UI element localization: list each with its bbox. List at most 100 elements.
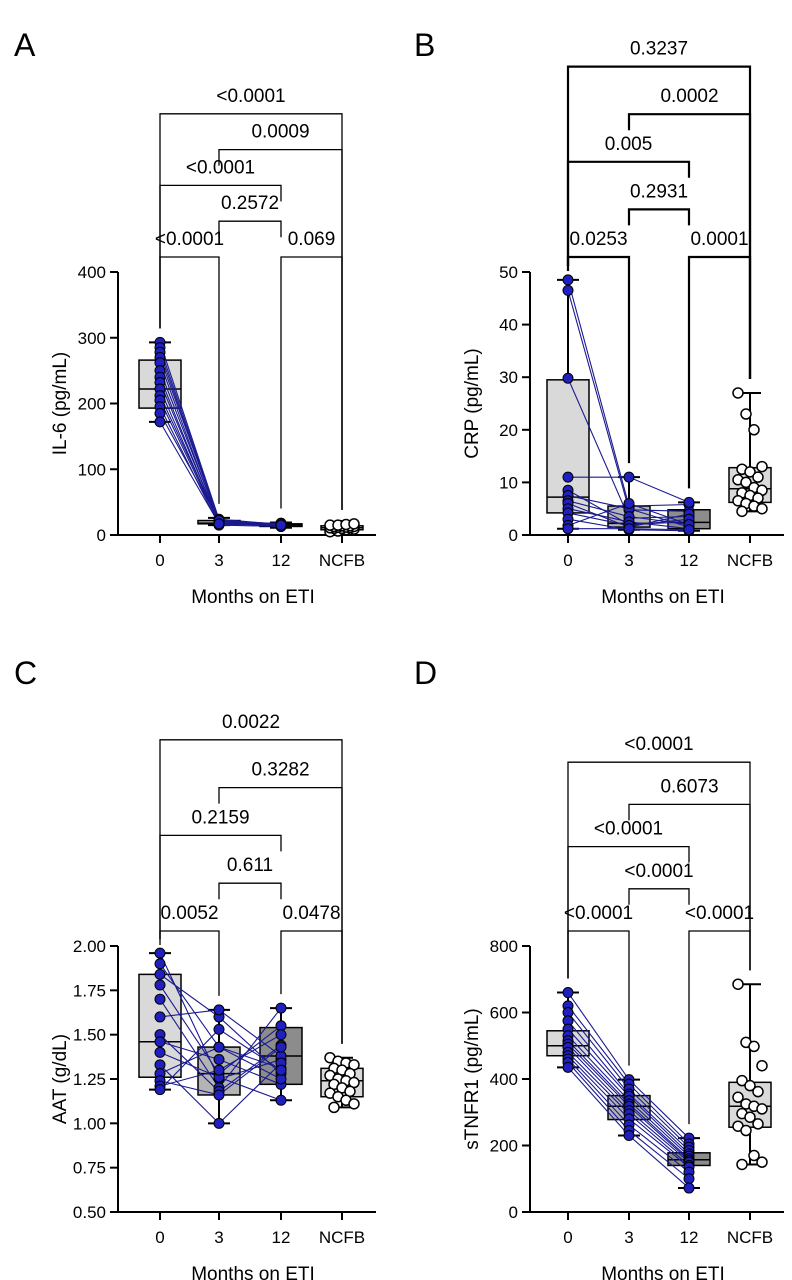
bracket-line (566, 65, 752, 379)
subject-points (154, 336, 287, 532)
y-tick-label: 0 (97, 526, 106, 545)
subject-line (159, 395, 282, 527)
y-tick-label: 100 (78, 460, 106, 479)
subject-point (623, 1130, 635, 1142)
subject-point (154, 958, 166, 970)
subject-point (213, 1041, 225, 1053)
x-axis-title: Months on ETI (191, 587, 315, 608)
panel-label: A (14, 27, 36, 63)
comparison-bracket: 0.2572 (218, 193, 282, 238)
y-tick-label: 200 (490, 1137, 518, 1156)
ncfb-point (756, 1156, 768, 1168)
ncfb-point (348, 518, 360, 530)
comparison-bracket: 0.0478 (280, 903, 343, 1044)
x-tick-label: 3 (214, 551, 223, 570)
subject-point (213, 1064, 225, 1076)
x-tick-label: NCFB (319, 1228, 365, 1247)
subject-point (154, 1011, 166, 1023)
bracket-line (628, 888, 690, 905)
comparison-bracket: <0.0001 (567, 734, 751, 979)
subject-point (275, 519, 287, 531)
bracket-line (280, 256, 343, 510)
y-tick-label: 400 (490, 1070, 518, 1089)
x-tick-label: NCFB (727, 1228, 773, 1247)
bracket-line (687, 255, 752, 489)
ncfb-point (752, 1118, 764, 1130)
ncfb-point (748, 1149, 760, 1162)
panel-label: B (414, 27, 435, 63)
comparison-bracket: 0.3282 (218, 760, 343, 1044)
ncfb-point (756, 460, 768, 473)
subject-point (213, 1117, 225, 1129)
subject-point (154, 1036, 166, 1048)
p-value-label: 0.0052 (160, 903, 218, 924)
y-tick-label: 0.75 (73, 1159, 106, 1178)
comparison-bracket: 0.069 (280, 229, 343, 510)
ncfb-point (744, 1111, 756, 1123)
ncfb-point (732, 387, 744, 399)
x-tick-label: 3 (624, 551, 633, 570)
subject-point (213, 1004, 225, 1016)
subject-point (154, 1084, 166, 1096)
p-value-label: 0.0478 (282, 903, 340, 924)
subject-line (159, 399, 282, 526)
ncfb-point (736, 1074, 748, 1087)
y-tick-label: 1.00 (73, 1114, 106, 1133)
x-tick-label: NCFB (727, 551, 773, 570)
ncfb-point (736, 505, 748, 518)
subject-point (623, 471, 635, 483)
p-value-label: 0.0009 (251, 122, 309, 143)
ncfb-point (756, 1059, 768, 1072)
subject-line (159, 388, 282, 526)
y-tick-label: 600 (490, 1004, 518, 1023)
p-value-label: 0.6073 (660, 776, 718, 797)
subject-point (562, 987, 574, 999)
ncfb-point (744, 1079, 756, 1092)
subject-point (562, 1061, 574, 1073)
subject-point (562, 523, 574, 535)
subject-point (275, 1064, 287, 1076)
ncfb-point (328, 1101, 340, 1114)
p-value-label: 0.069 (288, 229, 336, 250)
ncfb-point (752, 471, 764, 483)
p-value-label: <0.0001 (564, 903, 633, 924)
p-value-label: 0.3237 (630, 39, 688, 60)
subject-points (562, 987, 695, 1194)
ncfb-point (740, 1124, 752, 1137)
p-value-label: 0.0002 (660, 86, 718, 107)
x-tick-label: 0 (155, 551, 164, 570)
panel-C: C 0.50 0.75 1.00 1.25 1.50 1.75 2.00 0 3 12 NCFB Mon… (14, 655, 376, 1280)
comparison-bracket: <0.0001 (624, 861, 694, 905)
bracket-line (218, 882, 282, 900)
comparison-bracket: 0.0022 (159, 712, 343, 1044)
y-tick-label: 1.50 (73, 1026, 106, 1045)
y-tick-label: 1.25 (73, 1070, 106, 1089)
ncfb-point (756, 502, 768, 515)
p-value-label: <0.0001 (186, 157, 255, 178)
panel-D: D 0 200 400 600 800 0 3 12 NCFB Months on ETI sTNFR… (414, 655, 784, 1280)
x-axis-title: Months on ETI (601, 587, 725, 608)
ncfb-point (740, 408, 752, 420)
subject-point (275, 1029, 287, 1041)
p-value-label: 0.2572 (221, 193, 279, 214)
y-tick-label: 300 (78, 329, 106, 348)
y-axis-title: IL-6 (pg/mL) (50, 352, 71, 455)
ncfb-point (732, 1091, 744, 1104)
y-tick-label: 40 (499, 316, 518, 335)
subject-point (213, 1023, 225, 1035)
y-tick-label: 400 (78, 263, 106, 282)
x-tick-label: 12 (272, 1228, 291, 1247)
subject-point (275, 1094, 287, 1106)
bracket-line (280, 930, 343, 1044)
subject-point (154, 947, 166, 959)
subject-point (562, 471, 574, 483)
subject-point (562, 284, 574, 296)
y-tick-label: 30 (499, 368, 518, 387)
comparison-bracket: <0.0001 (159, 86, 343, 510)
subject-point (213, 1053, 225, 1065)
ncfb-points (732, 978, 768, 1171)
ncfb-point (736, 1158, 748, 1171)
x-tick-label: 3 (214, 1228, 223, 1247)
